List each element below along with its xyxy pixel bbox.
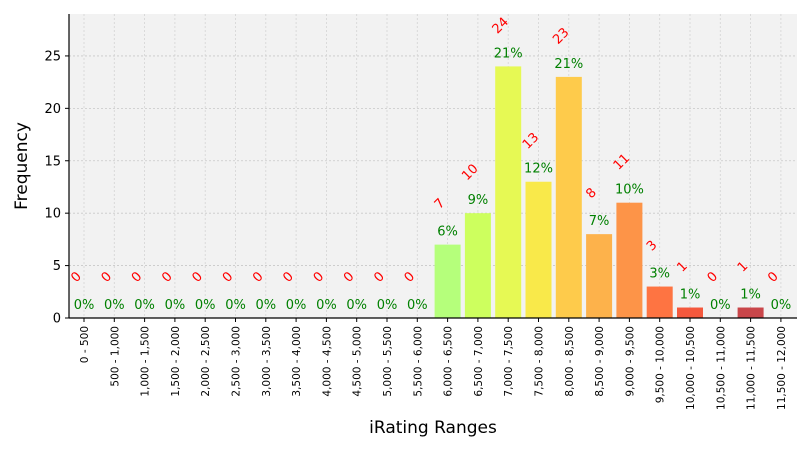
- y-tick-label: 20: [44, 102, 61, 117]
- percent-label: 0%: [377, 298, 398, 313]
- bar: [434, 244, 461, 318]
- percent-label: 0%: [255, 298, 276, 313]
- percent-label: 0%: [286, 298, 307, 313]
- x-tick-label: 500 - 1,000: [109, 326, 121, 387]
- x-tick-label: 10,500 - 11,000: [715, 326, 727, 410]
- x-tick-label: 10,000 - 10,500: [685, 326, 697, 410]
- x-axis-title: iRating Ranges: [369, 418, 497, 438]
- percent-label: 0%: [225, 298, 246, 313]
- x-tick-label: 11,500 - 12,000: [776, 326, 788, 410]
- percent-label: 12%: [524, 162, 553, 177]
- y-tick-label: 0: [53, 312, 61, 327]
- y-ticks: 0 5 10 15 20 25: [44, 49, 69, 327]
- percent-label: 1%: [680, 288, 701, 303]
- y-tick-label: 15: [44, 154, 61, 169]
- percent-label: 0%: [710, 298, 731, 313]
- percent-label: 1%: [740, 288, 761, 303]
- percent-label: 0%: [316, 298, 337, 313]
- percent-label: 0%: [74, 298, 95, 313]
- x-tick-label: 6,000 - 6,500: [443, 326, 455, 397]
- bar: [616, 202, 643, 318]
- bar: [646, 286, 673, 318]
- plot-background: [69, 14, 797, 318]
- percent-label: 0%: [104, 298, 125, 313]
- x-tick-label: 5,000 - 5,500: [382, 326, 394, 397]
- percent-label: 0%: [134, 298, 155, 313]
- x-tick-label: 1,000 - 1,500: [140, 326, 152, 397]
- percent-label: 0%: [346, 298, 367, 313]
- x-tick-label: 5,500 - 6,000: [412, 326, 424, 397]
- x-tick-label: 2,500 - 3,000: [231, 326, 243, 397]
- x-tick-label: 8,000 - 8,500: [564, 326, 576, 397]
- x-tick-label: 3,500 - 4,000: [291, 326, 303, 397]
- x-tick-label: 9,500 - 10,000: [655, 326, 667, 403]
- axes: [68, 14, 797, 319]
- bar: [464, 213, 491, 318]
- bar: [677, 307, 703, 318]
- y-tick-label: 10: [44, 207, 61, 222]
- bar: [555, 76, 582, 319]
- percent-label: 9%: [468, 193, 489, 208]
- percent-label: 10%: [615, 183, 644, 198]
- x-tick-label: 6,500 - 7,000: [473, 326, 485, 397]
- y-axis-title: Frequency: [12, 122, 32, 210]
- bar: [737, 307, 764, 318]
- bar: [586, 234, 613, 318]
- y-tick-label: 25: [44, 49, 61, 64]
- x-tick-label: 0 - 500: [79, 326, 91, 363]
- x-tick-label: 7,500 - 8,000: [534, 326, 546, 397]
- percent-label: 0%: [165, 298, 186, 313]
- x-tick-label: 4,500 - 5,000: [352, 326, 364, 397]
- x-tick-label: 2,000 - 2,500: [200, 326, 212, 397]
- percent-label: 21%: [494, 46, 523, 61]
- bars: [434, 66, 764, 319]
- x-ticks: 0 - 500 500 - 1,000 1,000 - 1,500 1,500 - 2…: [79, 318, 788, 410]
- y-tick-label: 5: [53, 259, 61, 274]
- x-tick-label: 11,000 - 11,500: [746, 326, 758, 410]
- x-tick-label: 3,000 - 3,500: [261, 326, 273, 397]
- x-tick-label: 8,500 - 9,000: [594, 326, 606, 397]
- bar-labels: 0%00%00%00%00%00%00%00%00%00%00%00%06%7 9…: [68, 15, 791, 313]
- percent-label: 6%: [437, 225, 458, 240]
- x-tick-label: 4,000 - 4,500: [321, 326, 333, 397]
- percent-label: 7%: [589, 214, 610, 229]
- bar: [495, 66, 522, 319]
- x-tick-label: 7,000 - 7,500: [503, 326, 515, 397]
- percent-label: 0%: [195, 298, 216, 313]
- x-tick-label: 1,500 - 2,000: [170, 326, 182, 397]
- percent-label: 3%: [649, 267, 670, 282]
- percent-label: 0%: [771, 298, 792, 313]
- x-tick-label: 9,000 - 9,500: [624, 326, 636, 397]
- percent-label: 21%: [554, 57, 583, 72]
- percent-label: 0%: [407, 298, 428, 313]
- bar: [525, 181, 552, 318]
